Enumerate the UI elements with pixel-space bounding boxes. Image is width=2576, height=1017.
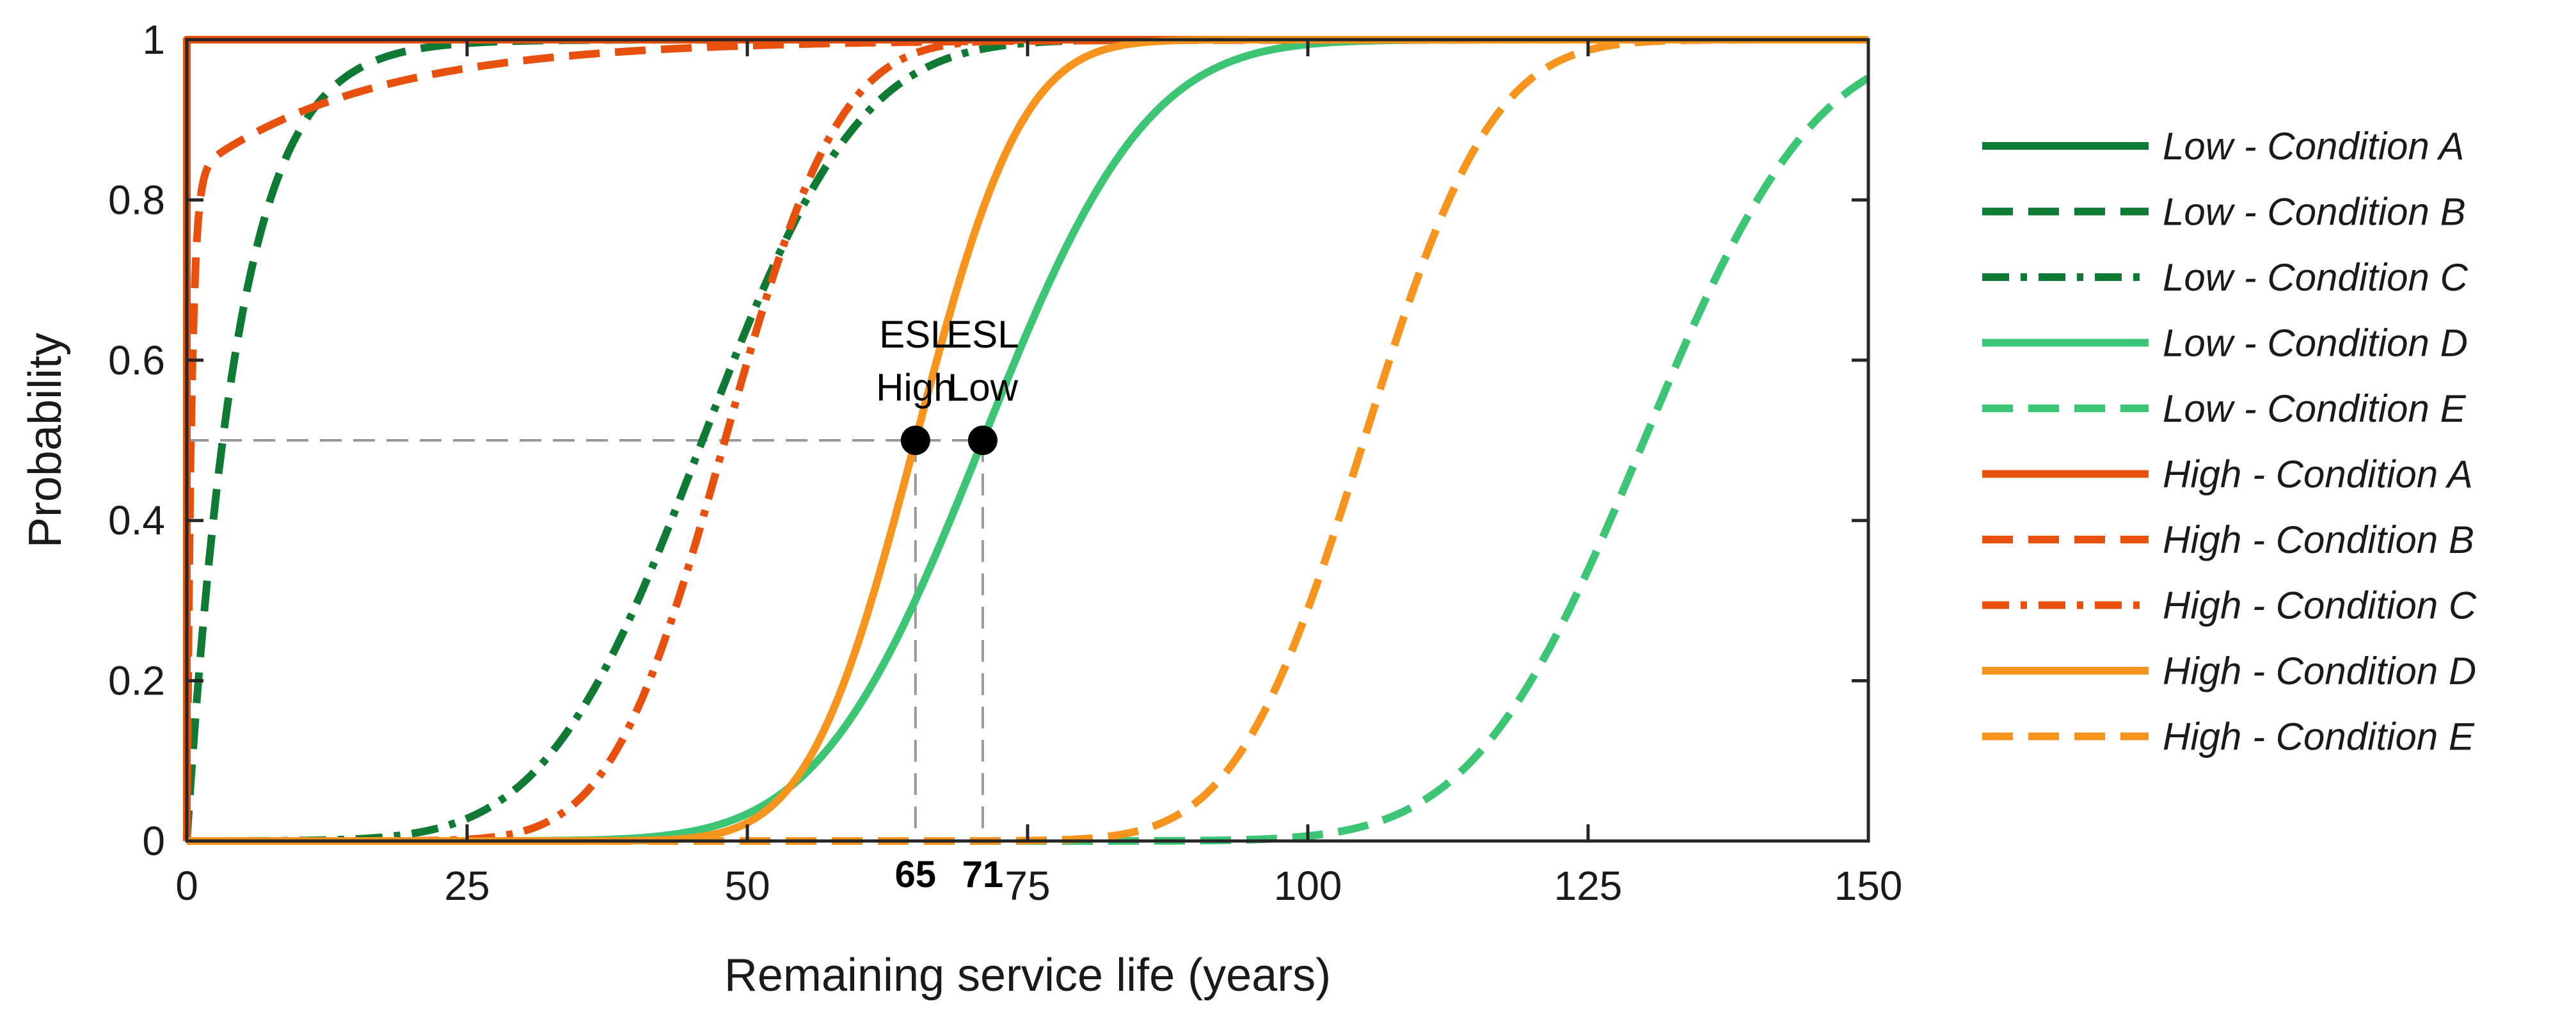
y-tick-label: 0.2 [108,658,165,704]
x-axis-title: Remaining service life (years) [724,950,1331,1001]
esl-label-top: ESL [879,313,951,356]
y-tick-label: 0.4 [108,497,165,543]
legend-label-10: High - Condition E [2163,716,2475,758]
y-axis-title: Probability [20,333,71,548]
x-tick-label: 100 [1274,863,1342,909]
y-tick-label: 0 [142,818,165,864]
series-line-3 [184,36,1871,845]
legend-label-1: Low - Condition A [2163,125,2464,168]
x-tick-label: 0 [175,863,198,909]
esl-points: ESL High 65 ESL Low 71 [876,313,1019,895]
esl-label-bottom: High [876,366,955,409]
reference-lines [187,439,984,841]
x-tick-label: 75 [1005,863,1050,909]
x-tick-label: 25 [444,863,489,909]
esl-point-0 [900,426,930,455]
legend-label-9: High - Condition D [2163,650,2476,693]
legend-label-6: High - Condition A [2163,453,2473,496]
legend-label-3: Low - Condition C [2163,256,2469,299]
y-tick-label: 0.8 [108,177,165,223]
esl-value-label: 65 [895,854,937,895]
series-line-5 [184,74,1871,845]
esl-value-label: 71 [962,854,1004,895]
esl-label-top: ESL [946,313,1019,356]
legend-label-4: Low - Condition D [2163,322,2468,365]
legend: Low - Condition A Low - Condition B Low - … [1982,125,2477,758]
x-tick-label: 125 [1554,863,1623,909]
legend-label-2: Low - Condition B [2163,191,2466,234]
legend-label-5: Low - Condition E [2163,387,2467,430]
esl-point-1 [967,426,998,455]
legend-label-8: High - Condition C [2163,584,2477,627]
x-tick-label: 150 [1834,863,1903,909]
legend-label-7: High - Condition B [2163,518,2474,561]
x-tick-label: 50 [724,863,770,909]
esl-label-bottom: Low [948,366,1019,409]
y-tick-label: 1 [142,17,165,63]
axis-ticks: 0 25 50 75 100 125 150 0 0.2 0.4 0.6 0.8 1 [108,17,1902,909]
y-tick-label: 0.6 [108,337,165,383]
